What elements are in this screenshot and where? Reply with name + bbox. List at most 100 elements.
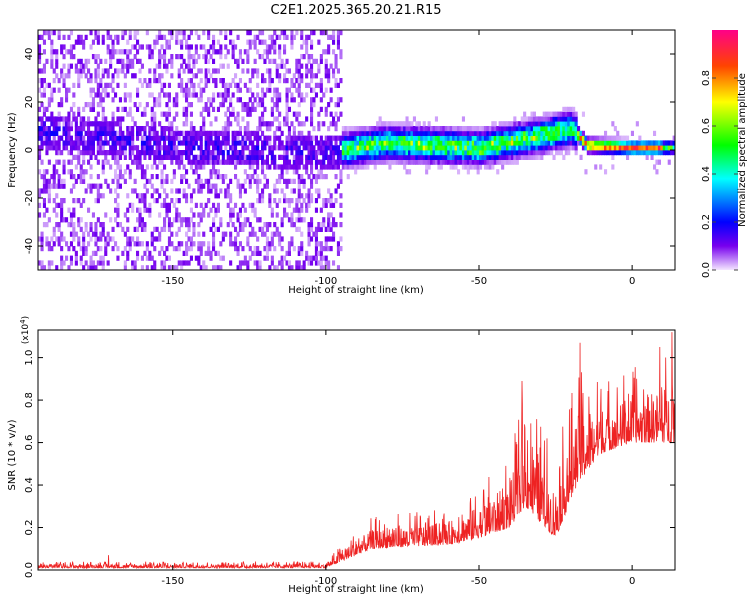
spectrogram-cell <box>300 159 304 165</box>
spectrogram-cell <box>202 159 206 165</box>
spectrogram-cell <box>219 102 223 108</box>
spectrogram-cell <box>199 154 203 160</box>
spectrogram-cell <box>334 174 338 180</box>
spectrogram-cell <box>599 145 603 151</box>
spectrogram-cell <box>275 87 279 93</box>
spectrogram-cell <box>466 135 470 141</box>
spectrogram-cell <box>491 154 495 160</box>
spectrogram-cell <box>574 126 578 132</box>
spectrogram-cell <box>672 140 675 146</box>
spectrogram-cell <box>209 73 213 79</box>
spectrogram-cell <box>354 150 358 156</box>
spectrogram-cell <box>185 150 189 156</box>
spectrogram-cell <box>177 246 181 252</box>
spectrogram-cell <box>163 217 167 223</box>
spectrogram-cell <box>180 154 184 160</box>
spectrogram-cell <box>246 241 250 247</box>
spectrogram-cell <box>180 260 184 266</box>
spectrogram-cell <box>131 58 135 64</box>
spectrogram-cell <box>238 260 242 266</box>
spectrogram-cell <box>466 154 470 160</box>
spectrogram-cell <box>72 236 76 242</box>
spectrogram-cell <box>437 126 441 132</box>
spectrogram-cell <box>300 241 304 247</box>
spectrogram-cell <box>62 126 66 132</box>
spectrogram-cell <box>79 150 83 156</box>
spectrogram-cell <box>84 140 88 146</box>
spectrogram-cell <box>62 260 66 266</box>
spectrogram-cell <box>87 130 91 136</box>
spectrogram-cell <box>89 188 93 194</box>
spectrogram-cell <box>567 106 571 112</box>
spectrogram-cell <box>305 49 309 55</box>
spectrogram-cell <box>163 178 167 184</box>
spectrogram-cell <box>638 135 642 141</box>
spectrogram-cell <box>265 236 269 242</box>
spectrogram-cell <box>618 150 622 156</box>
spectrogram-cell <box>564 135 568 141</box>
spectrogram-cell <box>501 145 505 151</box>
spectrogram-cell <box>150 231 154 237</box>
spectrogram-cell <box>506 130 510 136</box>
spectrogram-cell <box>172 154 176 160</box>
spectrogram-cell <box>314 236 318 242</box>
spectrogram-cell <box>653 145 657 151</box>
spectrogram-cell <box>442 135 446 141</box>
spectrogram-cell <box>552 145 556 151</box>
spectrogram-cell <box>339 222 343 228</box>
spectrogram-cell <box>77 174 81 180</box>
spectrogram-cell <box>327 140 331 146</box>
spectrogram-cell <box>94 78 98 84</box>
spectrogram-cell <box>537 140 541 146</box>
spectrogram-cell <box>150 116 154 122</box>
spectrogram-cell <box>216 159 220 165</box>
spectrogram-cell <box>207 154 211 160</box>
spectrogram-cell <box>65 217 69 223</box>
spectrogram-cell <box>96 159 100 165</box>
spectrogram-cell <box>167 145 171 151</box>
spectrogram-cell <box>550 121 554 127</box>
spectrogram-cell <box>319 164 323 170</box>
spectrogram-cell <box>400 140 404 146</box>
spectrogram-cell <box>604 135 608 141</box>
spectrogram-cell <box>77 150 81 156</box>
spectrogram-cell <box>177 30 181 36</box>
spectrogram-cell <box>229 121 233 127</box>
spectrogram-cell <box>40 126 44 132</box>
spectrogram-cell <box>118 68 122 74</box>
spectrogram-cell <box>275 178 279 184</box>
spectrogram-cell <box>104 126 108 132</box>
spectrogram-cell <box>226 130 230 136</box>
spectrogram-cell <box>118 49 122 55</box>
spectrogram-cell <box>403 159 407 165</box>
spectrogram-cell <box>434 145 438 151</box>
spectrogram-cell <box>143 169 147 175</box>
spectrogram-cell <box>253 178 257 184</box>
spectrogram-cell <box>133 188 137 194</box>
spectrogram-cell <box>300 265 304 270</box>
spectrogram-cell <box>422 126 426 132</box>
spectrogram-cell <box>322 121 326 127</box>
spectrogram-cell <box>106 82 110 88</box>
spectrogram-cell <box>89 140 93 146</box>
spectrogram-cell <box>79 121 83 127</box>
spectrogram-cell <box>74 164 78 170</box>
spectrogram-cell <box>290 97 294 103</box>
spectrogram-cell <box>52 49 56 55</box>
spectrogram-cell <box>601 135 605 141</box>
spectrogram-cell <box>564 111 568 117</box>
spectrogram-cell <box>557 145 561 151</box>
spectrogram-cell <box>74 198 78 204</box>
spectrogram-cell <box>324 226 328 232</box>
spectrogram-cell <box>38 150 42 156</box>
spectrogram-cell <box>243 135 247 141</box>
spectrogram-cell <box>62 159 66 165</box>
spectrogram-cell <box>542 130 546 136</box>
spectrogram-cell <box>346 135 350 141</box>
spectrogram-cell <box>106 68 110 74</box>
spectrogram-cell <box>118 154 122 160</box>
spectrogram-cell <box>557 140 561 146</box>
spectrogram-cell <box>241 222 245 228</box>
spectrogram-cell <box>510 135 514 141</box>
spectrogram-cell <box>461 159 465 165</box>
